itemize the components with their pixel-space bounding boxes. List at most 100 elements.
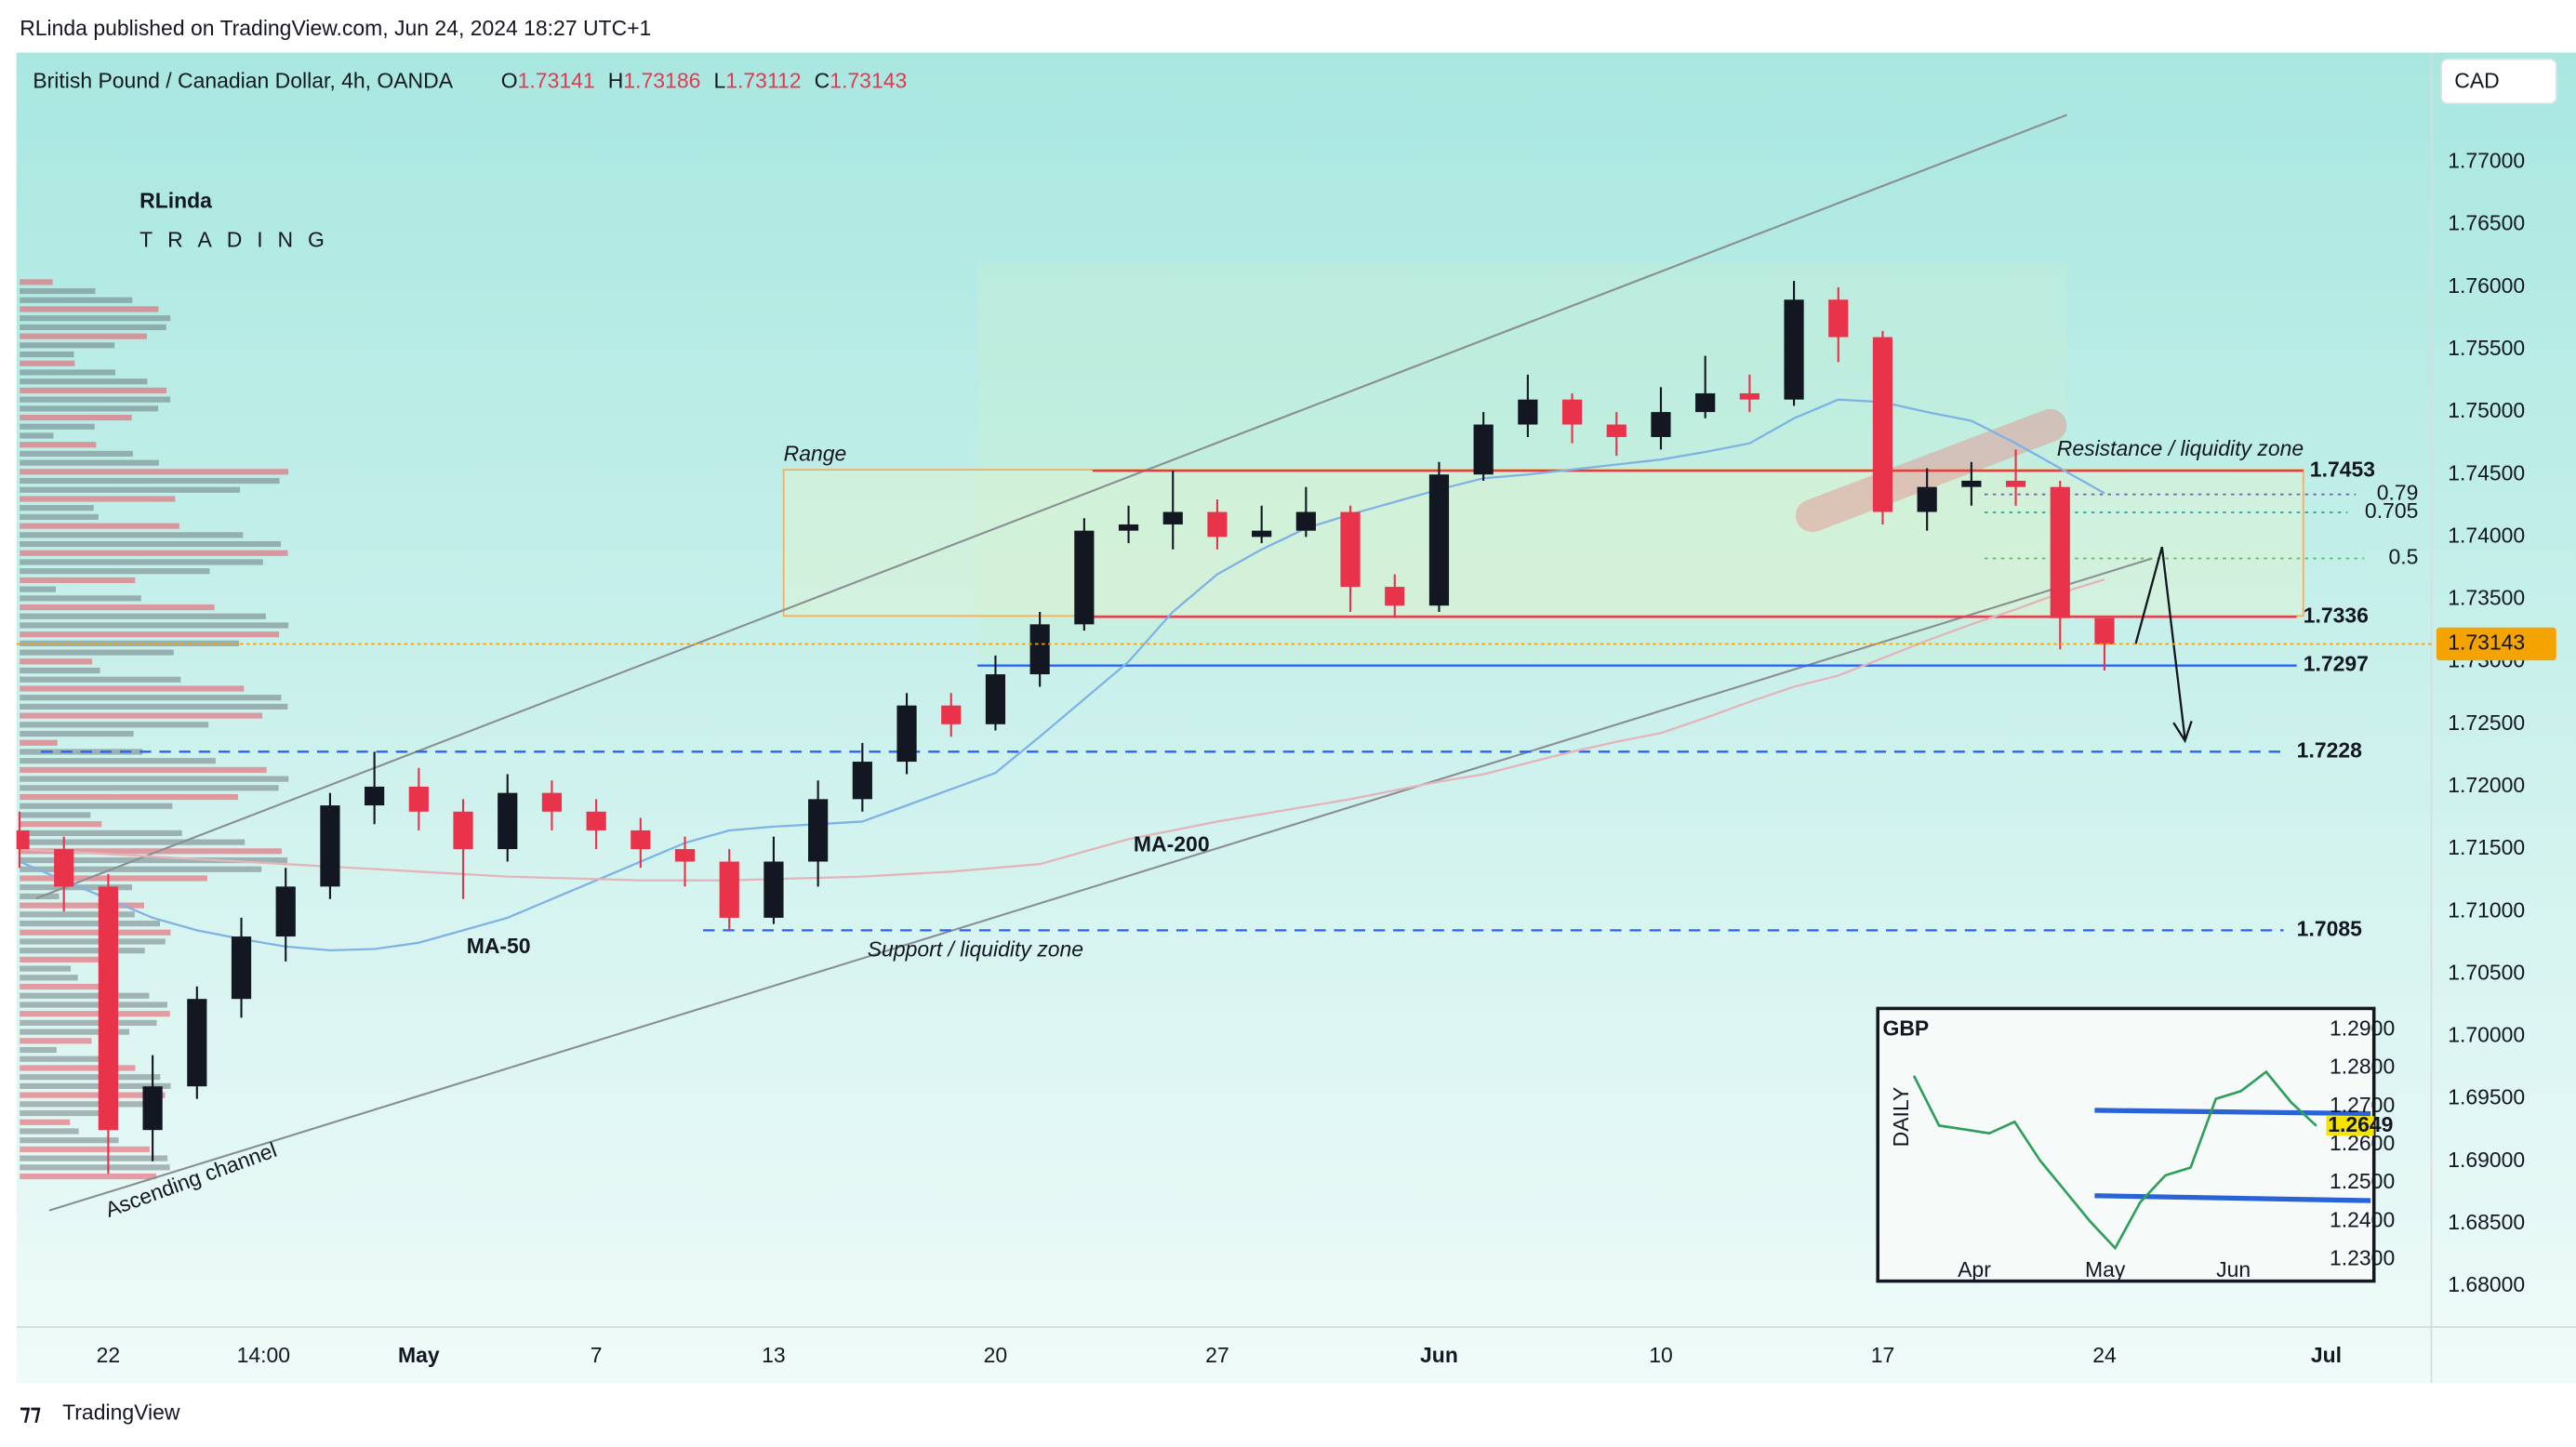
candle-body <box>1252 530 1272 538</box>
profile-bar <box>20 577 136 583</box>
x-tick-label: Jun <box>1420 1343 1458 1367</box>
profile-bar <box>20 676 181 683</box>
projection-arrow <box>2134 546 2186 739</box>
profile-bar <box>20 1074 161 1081</box>
profile-bar <box>20 695 282 701</box>
profile-bar <box>20 414 132 421</box>
x-tick-label: May <box>398 1343 440 1367</box>
logo-name: RLinda <box>139 188 212 212</box>
footer-brand: TradingView <box>62 1401 180 1425</box>
resistance-label: Resistance / liquidity zone <box>2057 436 2304 460</box>
profile-bar <box>20 1146 150 1152</box>
profile-bar <box>20 1038 92 1044</box>
y-tick-label: 1.70500 <box>2448 960 2525 984</box>
ohlc-letter: H <box>608 68 624 92</box>
profile-bar <box>20 532 244 538</box>
fib-label: 0.705 <box>2365 498 2418 523</box>
profile-bar <box>20 586 56 592</box>
profile-bar <box>20 369 115 376</box>
candle-body <box>631 830 651 850</box>
candle-body <box>2050 486 2070 618</box>
candle-body <box>1561 399 1583 425</box>
x-tick-label: Jul <box>2311 1343 2342 1367</box>
profile-bar <box>20 965 72 972</box>
candle-body <box>320 805 340 887</box>
profile-bar <box>20 459 159 466</box>
profile-bar <box>20 929 171 936</box>
ohlc-readout: O1.73141 H1.73186 L1.73112 C1.73143 <box>501 68 907 92</box>
profile-bar <box>20 1046 57 1054</box>
profile-bar <box>20 279 53 285</box>
profile-bar <box>20 1002 167 1008</box>
profile-bar <box>20 604 215 611</box>
x-tick-label: 13 <box>762 1343 786 1367</box>
profile-bar <box>20 450 133 457</box>
candle-body <box>1074 530 1095 625</box>
ohlc-value: 1.73186 <box>623 68 700 92</box>
candle-body <box>1606 424 1627 437</box>
y-tick-label: 1.68500 <box>2448 1210 2525 1234</box>
profile-bar <box>20 839 246 845</box>
level-label: 1.7453 <box>2310 457 2375 481</box>
profile-bar <box>20 866 262 872</box>
profile-bar <box>20 911 135 918</box>
channel-lower <box>48 557 2153 1212</box>
candle-body <box>1428 474 1450 606</box>
profile-bar <box>20 631 280 638</box>
profile-bar <box>20 776 289 782</box>
candle-body <box>719 861 739 918</box>
candle-body <box>498 792 518 850</box>
x-tick-label: 14:00 <box>237 1343 290 1367</box>
profile-bar <box>20 830 182 836</box>
profile-bar <box>20 739 58 746</box>
x-tick-label: 10 <box>1649 1343 1673 1367</box>
moving-average <box>19 578 2105 882</box>
ma-label: MA-50 <box>467 934 531 958</box>
profile-bar <box>20 595 141 602</box>
inset-y-tick-label: 1.2500 <box>2330 1169 2395 1193</box>
profile-bar <box>20 405 159 412</box>
profile-bar <box>20 992 150 999</box>
profile-bar <box>20 324 166 331</box>
currency-button[interactable] <box>2440 58 2557 105</box>
profile-bar <box>20 1082 171 1089</box>
profile-bar <box>20 1155 168 1162</box>
profile-bar <box>20 333 147 339</box>
candle-body <box>408 786 429 812</box>
profile-bar <box>20 360 75 366</box>
ohlc-letter: O <box>501 68 518 92</box>
moving-average <box>19 398 2105 952</box>
candle-body <box>1917 486 1937 512</box>
x-tick-label: 7 <box>591 1343 603 1367</box>
plot-pane <box>16 113 2365 1212</box>
profile-bar <box>20 983 118 990</box>
profile-bar <box>20 902 144 909</box>
profile-bar <box>20 505 94 511</box>
candle-body <box>1118 524 1139 531</box>
profile-bar <box>20 613 266 619</box>
candle-body <box>1784 299 1804 400</box>
series-layer <box>16 281 2365 1175</box>
profile-bar <box>20 975 78 981</box>
ohlc-value: 1.73112 <box>725 68 801 92</box>
profile-bar <box>20 658 93 665</box>
inset-y-tick-label: 1.2900 <box>2330 1016 2395 1040</box>
candle-body <box>1518 399 1538 425</box>
profile-bar <box>20 387 167 393</box>
y-tick-label: 1.75000 <box>2448 398 2525 422</box>
y-tick-label: 1.77000 <box>2448 149 2525 173</box>
candle-body <box>764 861 784 918</box>
candle-body <box>187 999 207 1087</box>
currency-label[interactable]: CAD <box>2454 68 2499 92</box>
range-label: Range <box>784 441 847 465</box>
profile-bar <box>20 712 263 719</box>
candle-body <box>808 799 829 862</box>
profile-bar <box>20 513 99 520</box>
profile-bar <box>20 848 282 855</box>
inset-y-label: DAILY <box>1889 1087 1913 1148</box>
x-tick-label: 22 <box>97 1343 121 1367</box>
inset-chart: GBP DAILY 1.29001.28001.27001.26001.2500… <box>1876 1006 2395 1283</box>
profile-bar <box>20 884 133 891</box>
